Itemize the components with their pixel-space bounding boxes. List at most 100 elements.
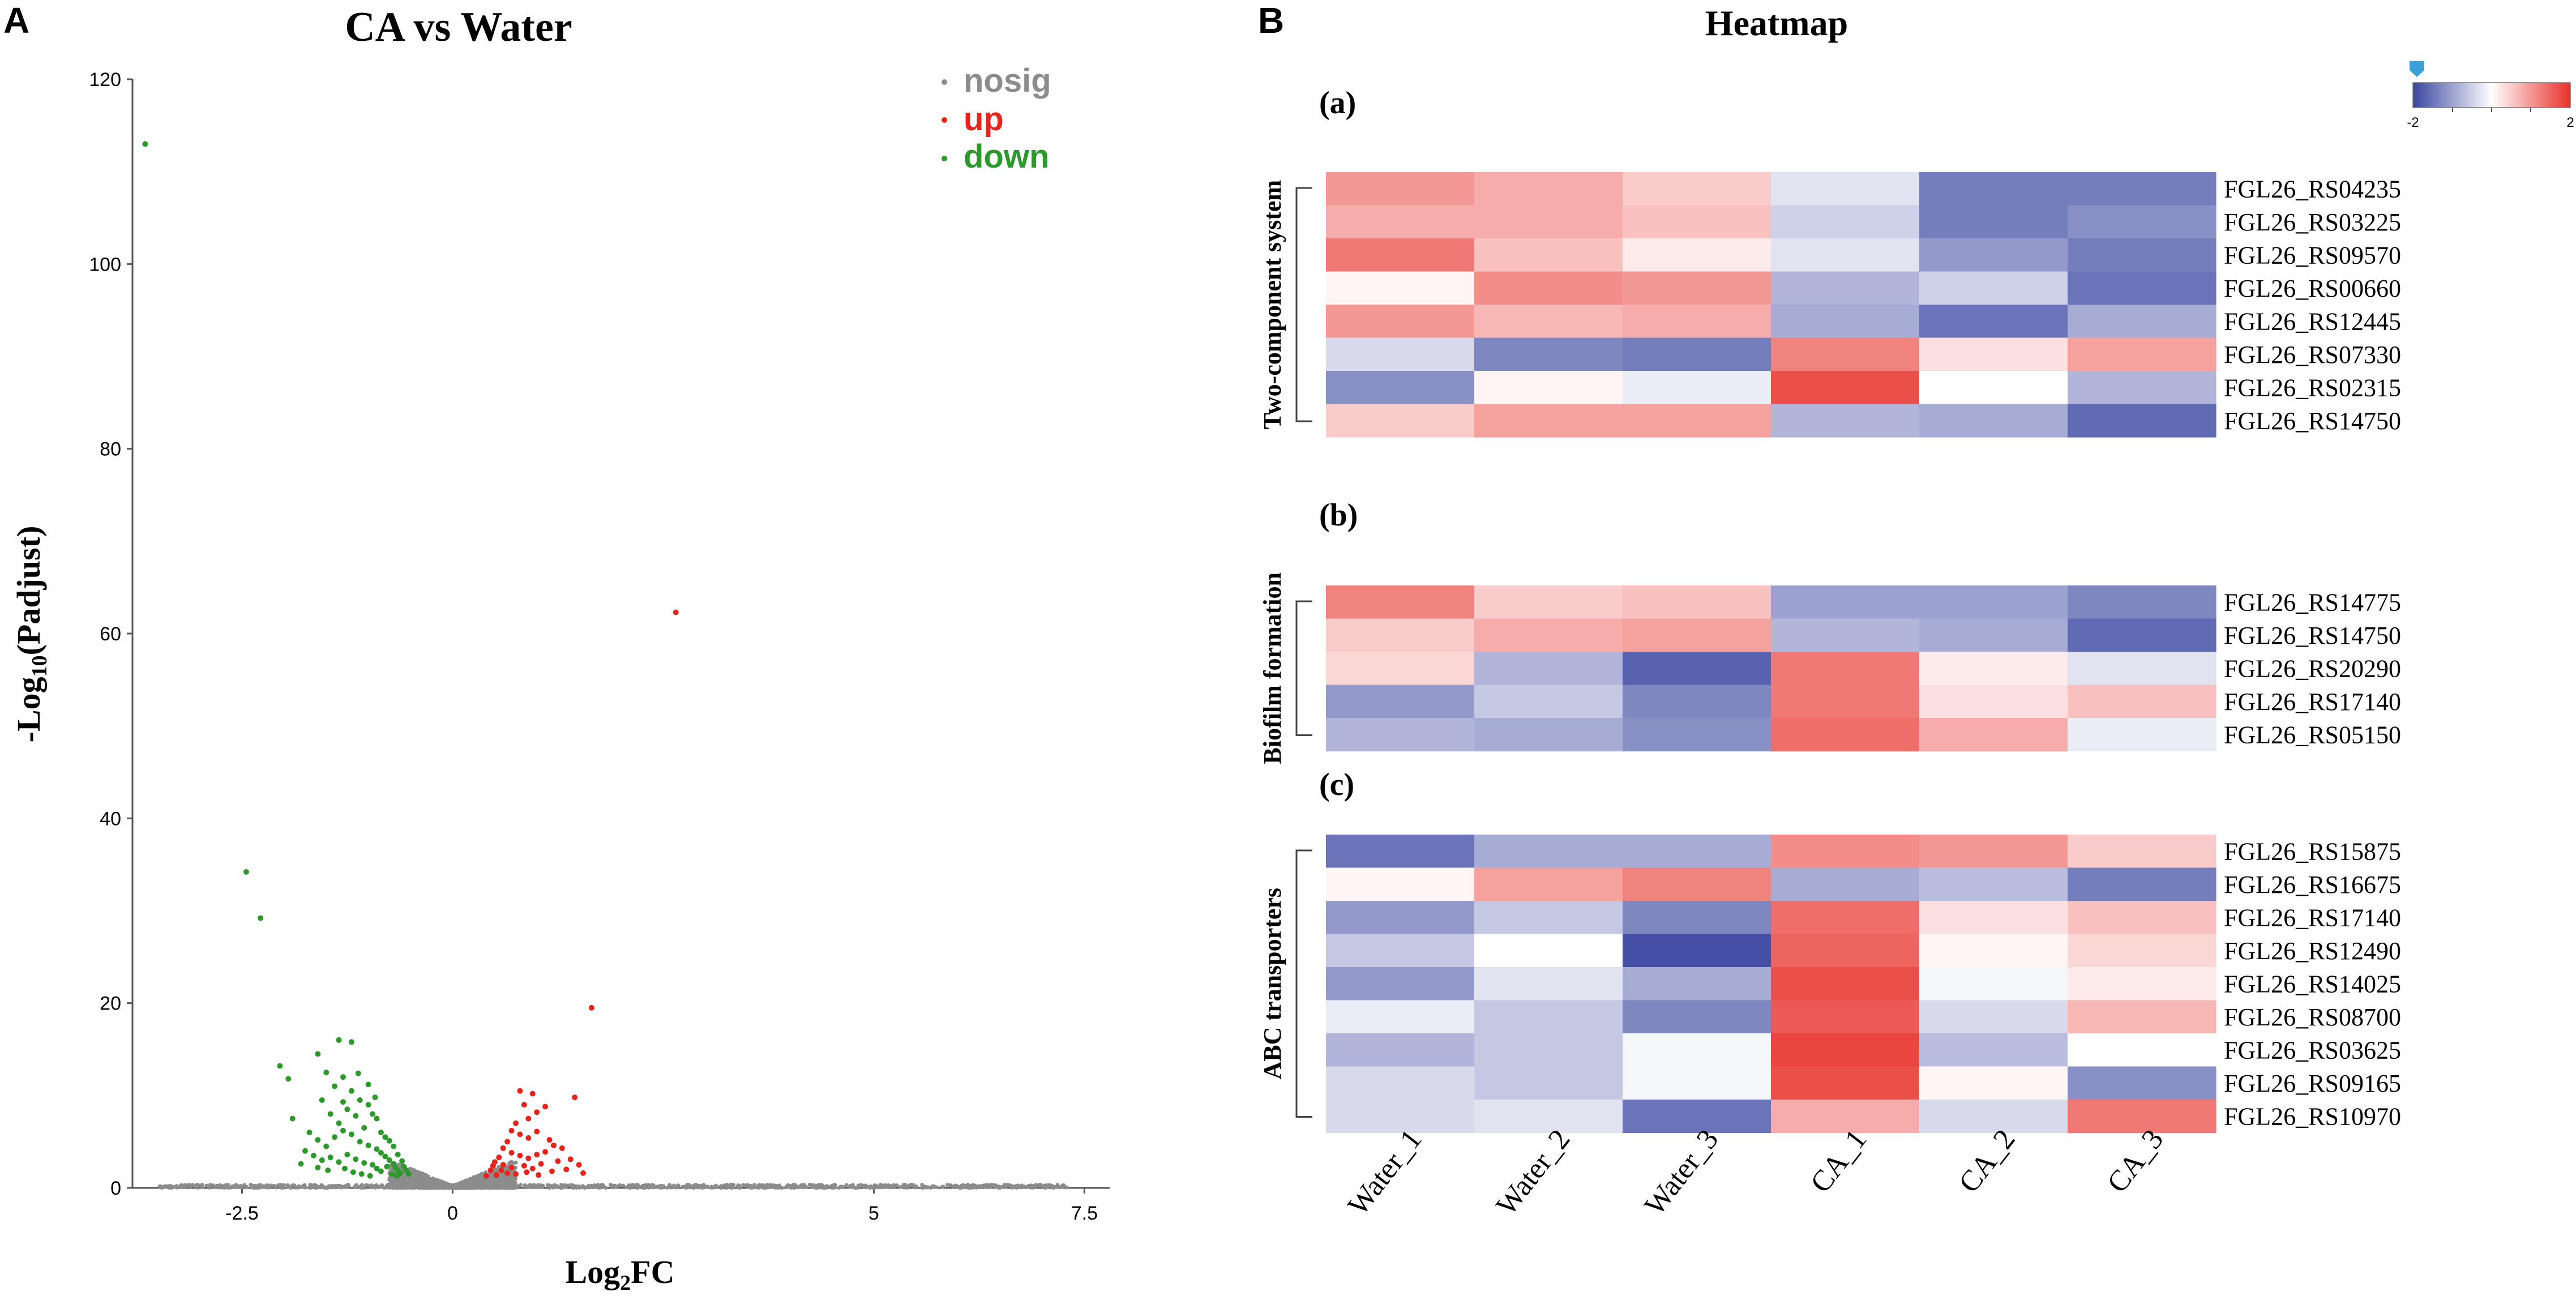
- heatmap-cell: [1623, 685, 1771, 719]
- nosig-point: [360, 1184, 365, 1189]
- nosig-point: [1010, 1184, 1015, 1188]
- nosig-point: [498, 1185, 502, 1190]
- nosig-point: [804, 1184, 808, 1189]
- down-point: [277, 1063, 283, 1069]
- nosig-point: [862, 1184, 867, 1189]
- heatmap-cell: [2068, 205, 2216, 239]
- colorbar-slider-handle[interactable]: [2410, 61, 2424, 77]
- heatmap-cell: [1771, 867, 1920, 901]
- nosig-point: [173, 1184, 178, 1189]
- nosig-point: [752, 1183, 756, 1187]
- nosig-point: [469, 1185, 474, 1190]
- row-label: FGL26_RS20290: [2224, 655, 2401, 682]
- nosig-point: [667, 1183, 672, 1188]
- nosig-point: [523, 1184, 527, 1188]
- nosig-point: [480, 1184, 485, 1189]
- group-bracket: [1295, 849, 1312, 1118]
- heatmap-cell: [1474, 404, 1623, 438]
- heatmap-cell: [1919, 718, 2068, 752]
- nosig-point: [955, 1184, 959, 1189]
- down-point: [365, 1081, 371, 1088]
- heatmap-cell: [2068, 337, 2216, 371]
- down-point: [327, 1154, 333, 1161]
- column-label: CA_3: [2101, 1123, 2170, 1199]
- heatmap-cell: [2068, 404, 2216, 438]
- nosig-point: [713, 1185, 717, 1190]
- nosig-point: [369, 1185, 373, 1190]
- nosig-point: [225, 1184, 229, 1188]
- heatmap-cell: [1771, 835, 1920, 869]
- heatmap-cell: [1623, 652, 1771, 686]
- nosig-point: [748, 1186, 753, 1190]
- nosig-point: [601, 1183, 605, 1187]
- heatmap-cell: [1623, 1000, 1771, 1034]
- y-tick-label: 60: [100, 623, 121, 645]
- nosig-point: [196, 1183, 200, 1188]
- down-point: [348, 1131, 354, 1138]
- nosig-point: [490, 1184, 495, 1188]
- nosig-point: [554, 1183, 558, 1188]
- heatmap-cell: [1771, 585, 1920, 619]
- down-point: [353, 1113, 359, 1119]
- heatmap-cell: [1623, 1066, 1771, 1100]
- heatmap-cell: [2068, 1000, 2216, 1034]
- up-point: [525, 1135, 532, 1141]
- row-label: FGL26_RS12490: [2224, 937, 2401, 965]
- up-point: [504, 1139, 511, 1145]
- nosig-point: [904, 1185, 908, 1190]
- up-point: [498, 1167, 504, 1173]
- nosig-point: [738, 1186, 742, 1190]
- heatmap-cell: [1474, 585, 1623, 619]
- legend-marker-up: [942, 117, 947, 123]
- up-point: [555, 1158, 561, 1164]
- heatmap-cell: [1919, 1066, 2068, 1100]
- nosig-point: [427, 1185, 432, 1190]
- nosig-point: [417, 1180, 422, 1184]
- nosig-point: [763, 1185, 767, 1190]
- nosig-point: [628, 1184, 633, 1189]
- up-point: [496, 1154, 502, 1161]
- nosig-point: [814, 1186, 818, 1190]
- down-point: [325, 1167, 331, 1173]
- heatmap-cell: [1771, 1000, 1920, 1034]
- nosig-point: [245, 1185, 249, 1189]
- heatmap-group: (b) Biofilm formation FGL26_RS14775 FGL26_R…: [1259, 498, 2401, 764]
- heatmap-cell: [2068, 238, 2216, 272]
- nosig-point: [335, 1184, 339, 1189]
- nosig-point: [200, 1182, 204, 1187]
- nosig-point: [793, 1183, 798, 1188]
- heatmap-cell: [1919, 618, 2068, 652]
- heatmap-group: (c) ABC transporters FGL26_RS15875 FGL26_RS…: [1259, 767, 2401, 1134]
- down-point: [397, 1170, 404, 1176]
- up-point: [576, 1162, 582, 1168]
- nosig-point: [507, 1160, 512, 1165]
- nosig-point: [921, 1184, 925, 1188]
- group-label: Two-component system: [1259, 180, 1286, 429]
- up-point: [534, 1152, 540, 1158]
- heatmap-cell: [1474, 901, 1623, 935]
- nosig-point: [935, 1185, 939, 1190]
- nosig-point: [382, 1186, 387, 1190]
- nosig-point: [719, 1186, 724, 1190]
- row-label: FGL26_RS02315: [2224, 374, 2401, 401]
- down-point: [315, 1165, 321, 1171]
- up-point: [542, 1149, 549, 1155]
- nosig-point: [709, 1186, 714, 1190]
- heatmap-cell: [1326, 1066, 1475, 1100]
- heatmap-cell: [1919, 172, 2068, 206]
- nosig-point: [1018, 1184, 1022, 1188]
- nosig-point: [853, 1186, 857, 1190]
- nosig-point: [898, 1184, 903, 1189]
- nosig-point: [439, 1183, 443, 1187]
- heatmap-cell: [1474, 238, 1623, 272]
- nosig-point: [506, 1183, 511, 1188]
- heatmap-cell: [1326, 835, 1475, 869]
- nosig-point: [313, 1184, 318, 1188]
- up-point: [513, 1120, 519, 1126]
- nosig-point: [596, 1185, 601, 1190]
- down-point: [323, 1070, 330, 1076]
- up-point: [567, 1156, 574, 1162]
- heatmap-cell: [1771, 337, 1920, 371]
- heatmap-cell: [1919, 337, 2068, 371]
- nosig-point: [976, 1184, 981, 1188]
